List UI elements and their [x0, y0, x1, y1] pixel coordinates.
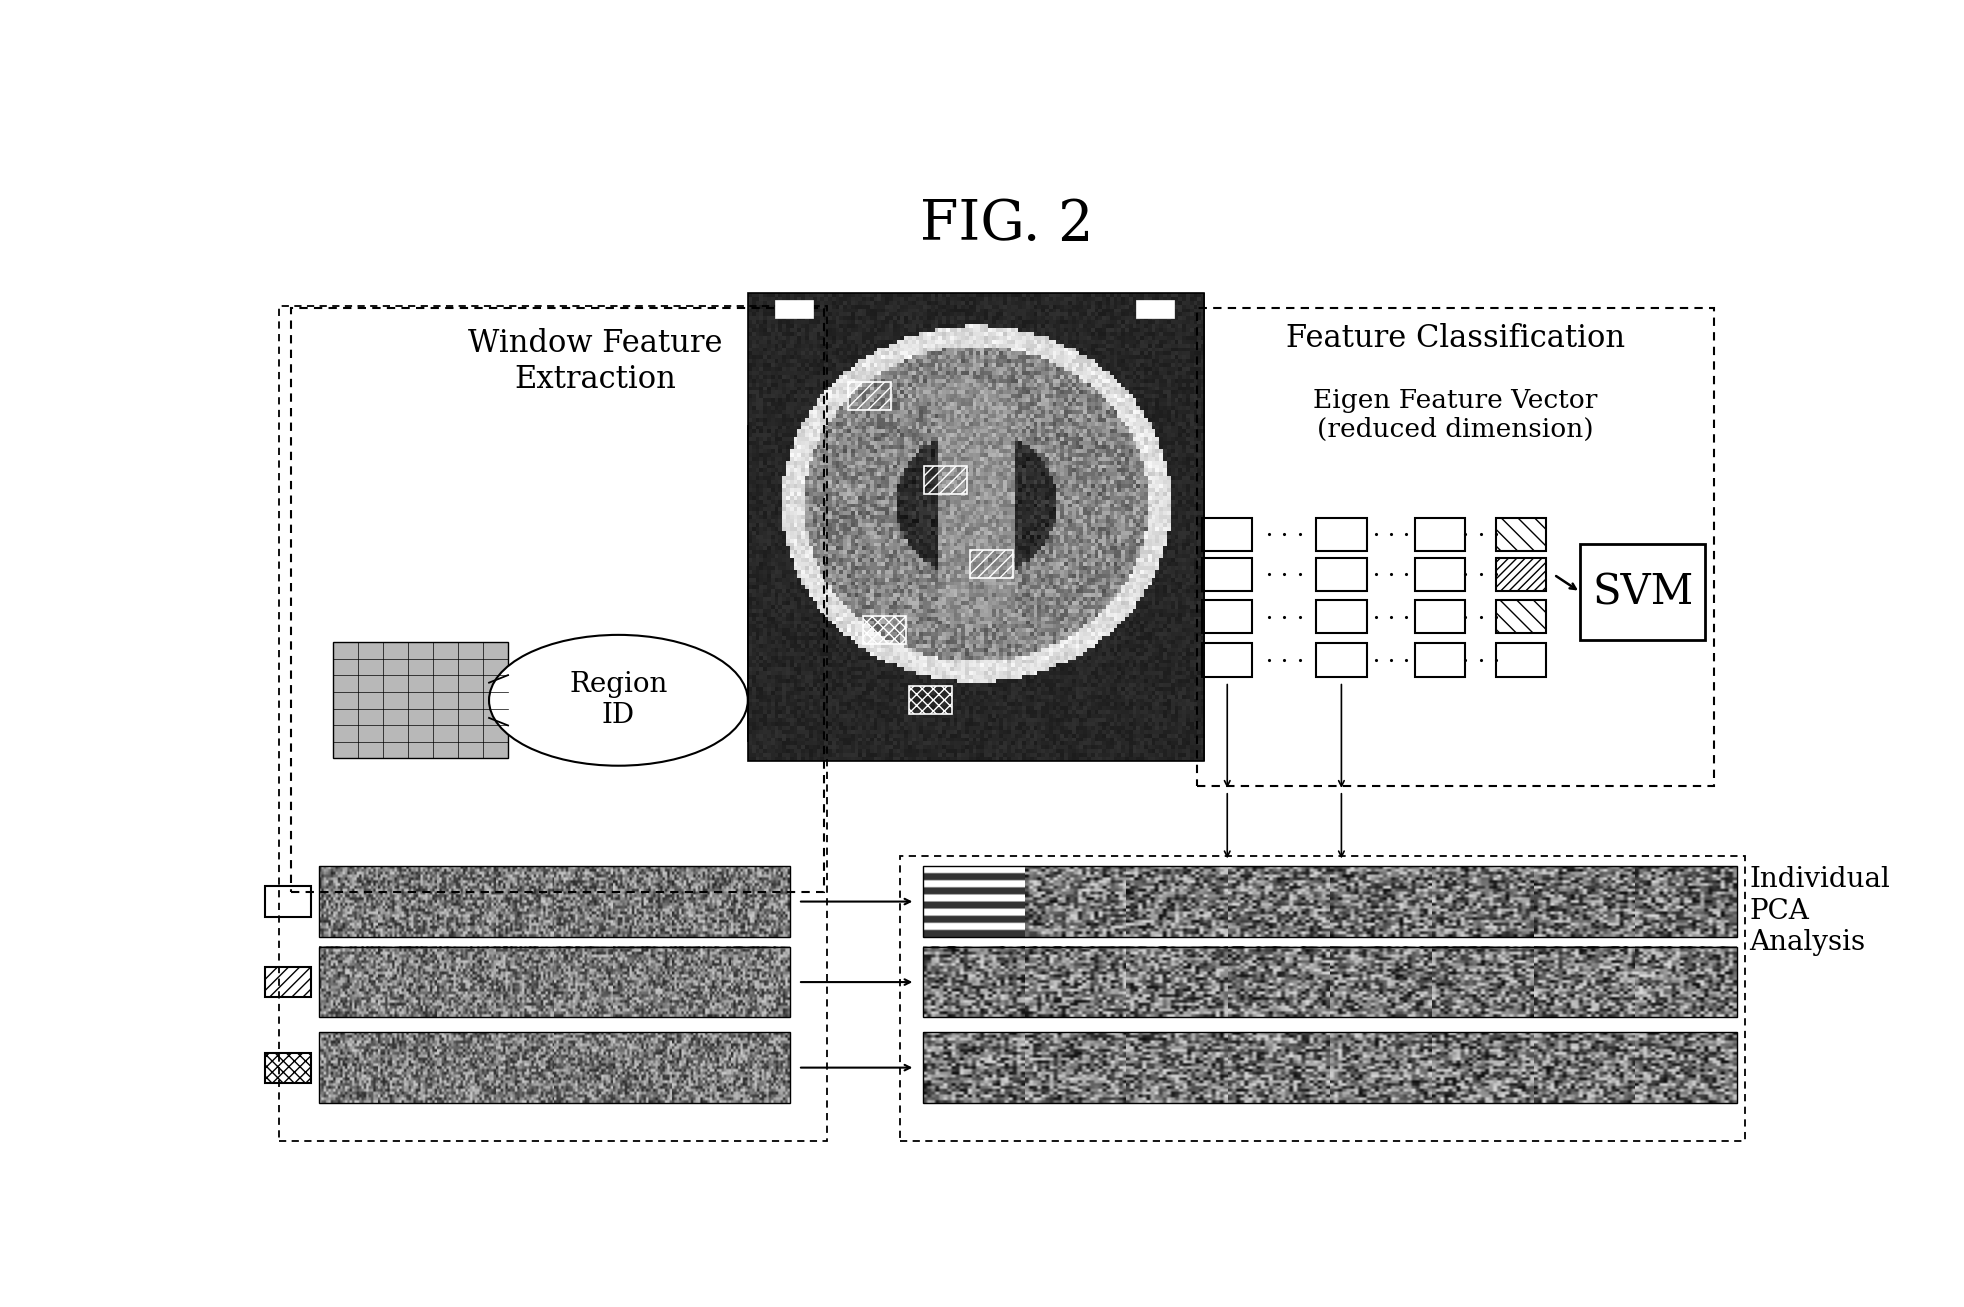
Bar — [1202, 600, 1253, 634]
Bar — [1416, 518, 1465, 550]
Bar — [1416, 643, 1465, 677]
Bar — [1497, 558, 1546, 591]
Ellipse shape — [489, 635, 748, 766]
Bar — [900, 856, 1744, 1141]
Bar — [1316, 643, 1367, 677]
Bar — [1416, 600, 1465, 634]
Bar — [1202, 518, 1253, 550]
Bar — [1416, 558, 1465, 591]
Bar — [1497, 518, 1546, 550]
Text: Feature Classification: Feature Classification — [1286, 323, 1624, 354]
Bar — [776, 299, 813, 318]
Bar — [909, 686, 953, 714]
Bar — [1202, 558, 1253, 591]
Bar — [318, 867, 790, 937]
Bar — [265, 967, 310, 997]
Text: Eigen Feature Vector
(reduced dimension): Eigen Feature Vector (reduced dimension) — [1314, 388, 1599, 442]
Bar — [864, 616, 905, 644]
Text: Window Feature
Extraction: Window Feature Extraction — [467, 328, 723, 395]
Bar — [1316, 558, 1367, 591]
Bar — [291, 308, 825, 891]
Bar — [923, 867, 1736, 937]
Bar — [1316, 600, 1367, 634]
Bar — [923, 1033, 1736, 1103]
Bar — [1581, 544, 1705, 640]
Bar — [925, 465, 966, 494]
Bar — [923, 946, 1736, 1017]
Text: Region
ID: Region ID — [570, 672, 668, 729]
Bar — [318, 946, 790, 1017]
Bar — [748, 293, 1204, 761]
Bar — [1497, 600, 1546, 634]
Bar — [1497, 643, 1546, 677]
Bar — [848, 382, 892, 410]
Bar — [265, 886, 310, 916]
Bar — [279, 306, 827, 1141]
Bar — [1316, 518, 1367, 550]
Bar — [1202, 643, 1253, 677]
Text: FIG. 2: FIG. 2 — [919, 197, 1094, 252]
Bar — [1196, 308, 1715, 786]
Text: Individual
PCA
Analysis: Individual PCA Analysis — [1750, 867, 1889, 955]
Bar — [265, 1052, 310, 1082]
Bar — [970, 550, 1013, 578]
Bar — [334, 643, 509, 758]
Text: SVM: SVM — [1593, 571, 1693, 613]
Bar — [1135, 299, 1174, 318]
Bar — [318, 1033, 790, 1103]
